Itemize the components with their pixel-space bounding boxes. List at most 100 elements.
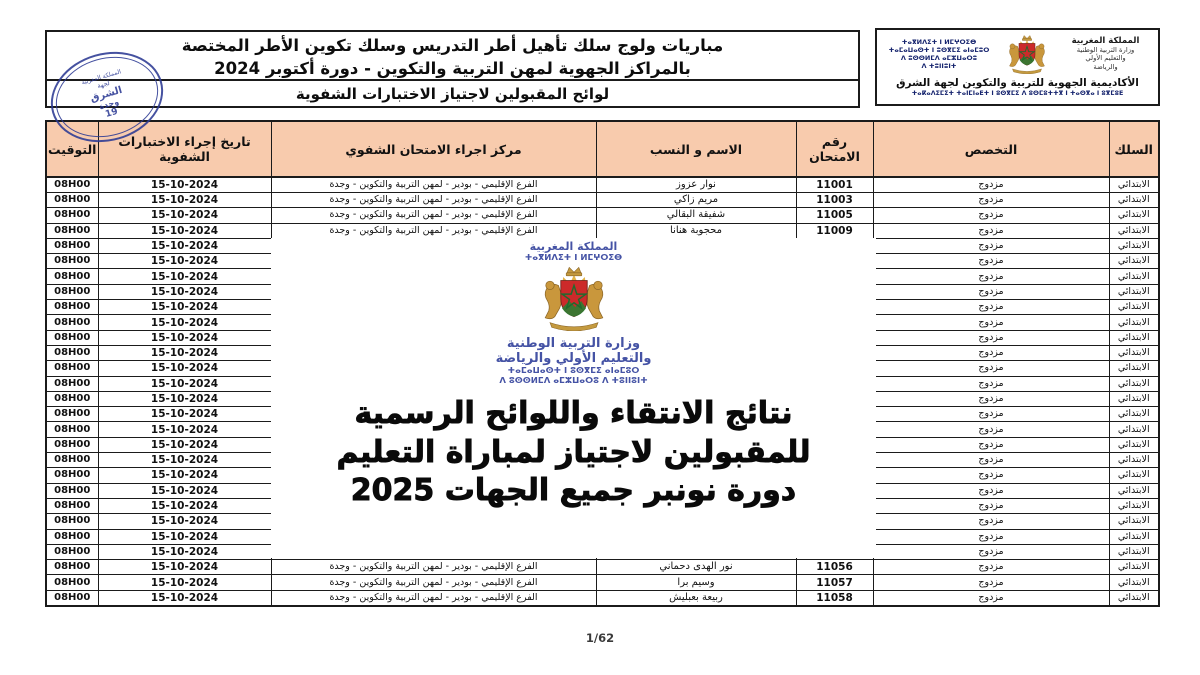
table-row: الابتدائي مزدوج 11009 محجوبة هنانا الفرع… <box>45 222 1160 239</box>
cell-specialty: مزدوج <box>872 344 1110 362</box>
cell-time: 08H00 <box>45 237 99 255</box>
kingdom-text-block: المملكة المغربية وزارة التربية الوطنية و… <box>1056 37 1155 71</box>
table-row: الابتدائي مزدوج 11005 شفيقة البقالي الفر… <box>45 207 1160 224</box>
cell-name: مريم زاكي <box>595 191 797 209</box>
cell-time: 08H00 <box>45 559 99 576</box>
cell-specialty: مزدوج <box>872 237 1110 255</box>
coat-of-arms-icon <box>998 34 1056 74</box>
cell-specialty: مزدوج <box>872 299 1110 316</box>
cell-specialty: مزدوج <box>872 497 1110 515</box>
cell-time: 08H00 <box>45 574 99 591</box>
cell-cycle: الابتدائي <box>1108 329 1160 346</box>
cell-time: 08H00 <box>45 589 99 607</box>
cell-date: 15-10-2024 <box>97 207 272 224</box>
cell-date: 15-10-2024 <box>97 253 272 270</box>
table-row: الابتدائي مزدوج 11001 نوار عزوز الفرع ال… <box>45 176 1160 193</box>
cell-cycle: الابتدائي <box>1108 176 1160 193</box>
cell-cycle: الابتدائي <box>1108 559 1160 576</box>
ministry-header-row: ⵜⴰⴳⵍⴷⵉⵜ ⵏ ⵍⵎⵖⵔⵉⴱ ⵜⴰⵎⴰⵡⴰⵙⵜ ⵏ ⵓⵙⴳⵎⵉ ⴰⵏⴰⵎⵓⵔ… <box>880 32 1155 76</box>
cell-time: 08H00 <box>45 406 99 423</box>
watermark-ministry-line: والتعليم الأولي والرياضة <box>495 351 652 366</box>
cell-exam-no: 11005 <box>795 207 874 224</box>
watermark-big-line: نتائج الانتقاء واللوائح الرسمية <box>354 396 793 432</box>
cell-cycle: الابتدائي <box>1108 513 1160 530</box>
cell-time: 08H00 <box>45 436 99 454</box>
cell-specialty: مزدوج <box>872 314 1110 331</box>
table-row: الابتدائي مزدوج 11058 ربيعة بعبليش الفرع… <box>45 589 1160 607</box>
cell-date: 15-10-2024 <box>97 344 272 362</box>
cell-cycle: الابتدائي <box>1108 344 1160 362</box>
cell-specialty: مزدوج <box>872 543 1110 561</box>
academy-tifinagh-line: ⵜⴰⴽⴰⴷⵉⵎⵉⵜ ⵜⴰⵏⵎⵏⴰⴹⵜ ⵏ ⵓⵙⴳⵎⵉ ⴷ ⵓⵙⵎⵓⵜⵜⴳ ⵏ ⵜ… <box>911 90 1124 97</box>
cell-time: 08H00 <box>45 222 99 239</box>
table-row: الابتدائي مزدوج 11056 نور الهدى دحماني ا… <box>45 559 1160 576</box>
cell-date: 15-10-2024 <box>97 467 272 484</box>
page-number: 1/62 <box>585 631 615 645</box>
cell-specialty: مزدوج <box>872 283 1110 301</box>
ministry-header-block: ⵜⴰⴳⵍⴷⵉⵜ ⵏ ⵍⵎⵖⵔⵉⴱ ⵜⴰⵎⴰⵡⴰⵙⵜ ⵏ ⵓⵙⴳⵎⵉ ⴰⵏⴰⵎⵓⵔ… <box>875 28 1160 106</box>
cell-date: 15-10-2024 <box>97 528 272 545</box>
subtitle-box: لوائح المقبولين لاجتياز الاختبارات الشفو… <box>45 79 860 108</box>
cell-name: شفيقة البقالي <box>595 207 797 224</box>
cell-time: 08H00 <box>45 268 99 285</box>
cell-time: 08H00 <box>45 467 99 484</box>
cell-specialty: مزدوج <box>872 513 1110 530</box>
cell-name: نور الهدى دحماني <box>595 559 797 576</box>
cell-name: نوار عزوز <box>595 176 797 193</box>
col-header-specialty: التخصص <box>872 120 1110 178</box>
cell-specialty: مزدوج <box>872 360 1110 377</box>
cell-name: ربيعة بعبليش <box>595 589 797 607</box>
cell-date: 15-10-2024 <box>97 375 272 392</box>
watermark-tifinagh-line: ⵜⴰⴳⵍⴷⵉⵜ ⵏ ⵍⵎⵖⵔⵉⴱ <box>524 253 623 263</box>
stamp-line: 19 <box>104 107 120 121</box>
cell-specialty: مزدوج <box>872 452 1110 469</box>
cell-cycle: الابتدائي <box>1108 360 1160 377</box>
col-header-time: التوقيت <box>45 120 99 178</box>
cell-cycle: الابتدائي <box>1108 390 1160 408</box>
watermark-kingdom-text: المملكة المغربية <box>529 240 618 253</box>
cell-date: 15-10-2024 <box>97 191 272 209</box>
cell-exam-no: 11056 <box>795 559 874 576</box>
col-header-exam-no: رقم الامتحان <box>795 120 874 178</box>
cell-specialty: مزدوج <box>872 528 1110 545</box>
cell-cycle: الابتدائي <box>1108 497 1160 515</box>
cell-center: الفرع الإقليمي - بودير - لمهن التربية وا… <box>270 207 597 224</box>
cell-time: 08H00 <box>45 176 99 193</box>
cell-specialty: مزدوج <box>872 421 1110 438</box>
watermark-tifinagh-line: ⵜⴰⵎⴰⵡⴰⵙⵜ ⵏ ⵓⵙⴳⵎⵉ ⴰⵏⴰⵎⵓⵔ <box>507 366 640 376</box>
cell-date: 15-10-2024 <box>97 237 272 255</box>
cell-cycle: الابتدائي <box>1108 268 1160 285</box>
cell-specialty: مزدوج <box>872 268 1110 285</box>
cell-specialty: مزدوج <box>872 482 1110 499</box>
cell-cycle: الابتدائي <box>1108 452 1160 469</box>
cell-exam-no: 11001 <box>795 176 874 193</box>
cell-time: 08H00 <box>45 314 99 331</box>
cell-specialty: مزدوج <box>872 390 1110 408</box>
cell-specialty: مزدوج <box>872 207 1110 224</box>
cell-date: 15-10-2024 <box>97 482 272 499</box>
cell-cycle: الابتدائي <box>1108 467 1160 484</box>
academy-name: الأكاديمية الجهوية للتربية والتكوين لجهة… <box>896 77 1139 89</box>
cell-date: 15-10-2024 <box>97 421 272 438</box>
kingdom-line: والرياضة <box>1093 62 1118 71</box>
cell-specialty: مزدوج <box>872 329 1110 346</box>
cell-date: 15-10-2024 <box>97 329 272 346</box>
cell-name: وسيم برا <box>595 574 797 591</box>
cell-name: محجوبة هنانا <box>595 222 797 239</box>
cell-cycle: الابتدائي <box>1108 421 1160 438</box>
cell-exam-no: 11009 <box>795 222 874 239</box>
col-header-center: مركز اجراء الامتحان الشفوي <box>270 120 597 178</box>
cell-date: 15-10-2024 <box>97 497 272 515</box>
tifinagh-line: ⵜⴰⵎⴰⵡⴰⵙⵜ ⵏ ⵓⵙⴳⵎⵉ ⴰⵏⴰⵎⵓⵔ <box>888 46 990 54</box>
cell-time: 08H00 <box>45 191 99 209</box>
cell-time: 08H00 <box>45 421 99 438</box>
cell-cycle: الابتدائي <box>1108 543 1160 561</box>
cell-specialty: مزدوج <box>872 559 1110 576</box>
cell-specialty: مزدوج <box>872 574 1110 591</box>
cell-cycle: الابتدائي <box>1108 528 1160 545</box>
col-header-name: الاسم و النسب <box>595 120 797 178</box>
cell-cycle: الابتدائي <box>1108 314 1160 331</box>
cell-center: الفرع الإقليمي - بودير - لمهن التربية وا… <box>270 559 597 576</box>
cell-specialty: مزدوج <box>872 176 1110 193</box>
